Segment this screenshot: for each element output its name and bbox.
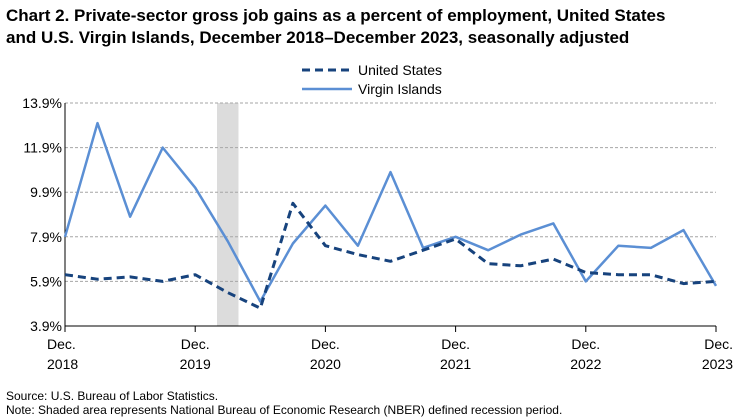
x-tick-label-year: 2021: [440, 356, 471, 372]
x-tick-label-year: 2019: [180, 356, 211, 372]
x-tick-label-month: Dec.: [704, 336, 733, 352]
y-tick-label: 5.9%: [30, 273, 62, 289]
legend-label: United States: [358, 62, 442, 78]
legend-label: Virgin Islands: [358, 81, 442, 97]
source-note: Source: U.S. Bureau of Labor Statistics.: [6, 389, 219, 403]
x-tick-label-year: 2022: [570, 356, 601, 372]
series-lines: [63, 121, 718, 310]
x-tick-label-month: Dec.: [571, 336, 600, 352]
chart-title-line-1: Chart 2. Private-sector gross job gains …: [6, 6, 666, 25]
legend: United States Virgin Islands: [302, 62, 442, 97]
y-tick-label: 3.9%: [30, 318, 62, 334]
x-tick-label-month: Dec.: [441, 336, 470, 352]
x-tick-label-year: 2023: [702, 356, 733, 372]
x-tick-label-year: 2020: [310, 356, 341, 372]
y-tick-label: 9.9%: [30, 184, 62, 200]
recession-shading-layer: [217, 103, 239, 326]
x-tick-label-month: Dec.: [181, 336, 210, 352]
recession-shade: [217, 103, 239, 326]
x-tick-label-month: Dec.: [47, 336, 76, 352]
y-tick-label: 13.9%: [22, 95, 62, 111]
chart-title-line-2: and U.S. Virgin Islands, December 2018–D…: [6, 28, 630, 47]
series-line-united-states: [64, 201, 717, 310]
series-line-virgin-islands: [63, 121, 718, 303]
y-tick-label: 11.9%: [23, 140, 62, 156]
x-tick-label-month: Dec.: [311, 336, 340, 352]
gridlines: [65, 102, 716, 282]
y-tick-label: 7.9%: [30, 229, 62, 245]
chart-title: Chart 2. Private-sector gross job gains …: [6, 5, 744, 49]
shading-note: Note: Shaded area represents National Bu…: [6, 403, 563, 417]
axes: 3.9% 5.9% 7.9% 9.9% 11.9% 13.9% Dec. 2018 Dec. 20…: [22, 95, 733, 372]
x-tick-label-year: 2018: [47, 356, 78, 372]
